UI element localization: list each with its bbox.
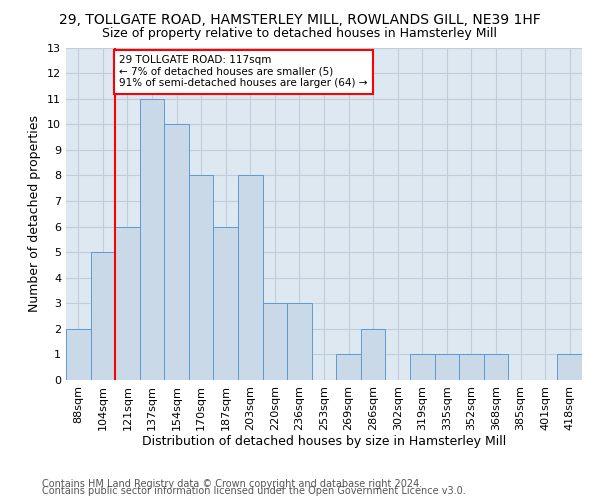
Bar [91,252,115,380]
Bar [115,226,140,380]
Bar [459,354,484,380]
Text: Contains public sector information licensed under the Open Government Licence v3: Contains public sector information licen… [42,486,466,496]
Y-axis label: Number of detached properties: Number of detached properties [28,116,41,312]
Bar [287,304,312,380]
Bar [140,98,164,380]
Bar [336,354,361,380]
Bar [66,329,91,380]
Bar [434,354,459,380]
Bar [484,354,508,380]
Bar [263,304,287,380]
Bar [189,176,214,380]
Bar [410,354,434,380]
Text: Contains HM Land Registry data © Crown copyright and database right 2024.: Contains HM Land Registry data © Crown c… [42,479,422,489]
X-axis label: Distribution of detached houses by size in Hamsterley Mill: Distribution of detached houses by size … [142,436,506,448]
Text: 29, TOLLGATE ROAD, HAMSTERLEY MILL, ROWLANDS GILL, NE39 1HF: 29, TOLLGATE ROAD, HAMSTERLEY MILL, ROWL… [59,12,541,26]
Bar [361,329,385,380]
Text: 29 TOLLGATE ROAD: 117sqm
← 7% of detached houses are smaller (5)
91% of semi-det: 29 TOLLGATE ROAD: 117sqm ← 7% of detache… [119,55,367,88]
Bar [164,124,189,380]
Bar [238,176,263,380]
Bar [214,226,238,380]
Bar [557,354,582,380]
Text: Size of property relative to detached houses in Hamsterley Mill: Size of property relative to detached ho… [103,28,497,40]
